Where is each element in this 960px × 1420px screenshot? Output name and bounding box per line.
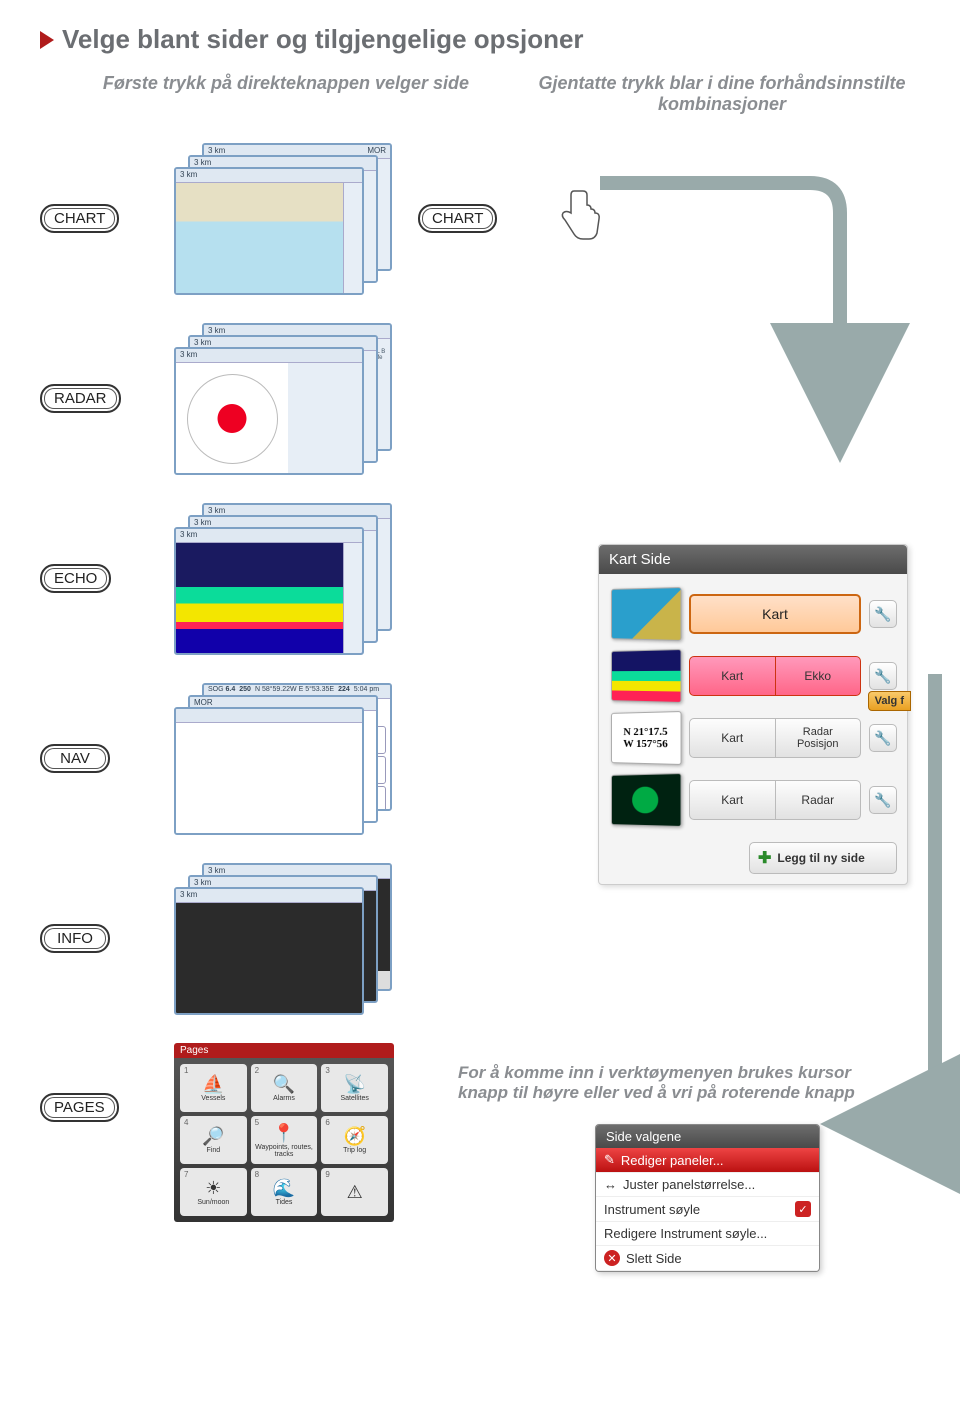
pages-btn-sun-moon[interactable]: 7☀Sun/moon	[180, 1168, 247, 1216]
pages-btn-warn[interactable]: 9⚠	[321, 1168, 388, 1216]
thumb-echo: 3 km21.7 200kHz 3 km 3 km	[174, 503, 394, 653]
row-echo: ECHO 3 km21.7 200kHz 3 km 3 km	[40, 503, 920, 653]
pages-btn-vessels[interactable]: 1⛵Vessels	[180, 1064, 247, 1112]
thumb-info: 3 km --- 21.1 10:15 am 3 km 3 km	[174, 863, 394, 1013]
hand-icon	[552, 183, 602, 253]
pages-btn-tides[interactable]: 8🌊Tides	[251, 1168, 318, 1216]
ctx-item-slett[interactable]: ✕Slett Side	[596, 1246, 819, 1271]
key-echo[interactable]: ECHO	[40, 564, 111, 593]
subtitle-left: Første trykk på direkteknappen velger si…	[88, 73, 484, 115]
row-pages: PAGES Pages 1⛵Vessels2🔍Alarms3📡Satellite…	[40, 1043, 920, 1222]
pages-btn-alarms[interactable]: 2🔍Alarms	[251, 1064, 318, 1112]
thumb-radar: 3 kmVESSEL A safe CPA - nm TCA SAA/VESSE…	[174, 323, 394, 473]
row-nav: NAV SOG 6.4 250 N 58°59.22W E 5°53.35E 2…	[40, 683, 920, 833]
key-nav[interactable]: NAV	[40, 744, 110, 773]
x-icon: ✕	[604, 1250, 620, 1266]
key-radar[interactable]: RADAR	[40, 384, 121, 413]
title-arrow-icon	[40, 31, 54, 49]
subtitles: Første trykk på direkteknappen velger si…	[40, 73, 920, 115]
thumb-chart: 3 km MOR 3 km 3 km	[174, 143, 394, 293]
thumb-nav: SOG 6.4 250 N 58°59.22W E 5°53.35E 224 5…	[174, 683, 394, 833]
pages-btn-trip-log[interactable]: 6🧭Trip log	[321, 1116, 388, 1164]
key-chart-press[interactable]: CHART	[418, 204, 497, 233]
title-text: Velge blant sider og tilgjengelige opsjo…	[62, 24, 584, 55]
ctx-item-redigere-instrument[interactable]: Redigere Instrument søyle...	[596, 1222, 819, 1246]
pages-grid: Pages 1⛵Vessels2🔍Alarms3📡Satellites 4🔎Fin…	[174, 1043, 394, 1222]
subtitle-right: Gjentatte trykk blar i dine forhåndsinns…	[524, 73, 920, 115]
row-radar: RADAR 3 kmVESSEL A safe CPA - nm TCA SAA…	[40, 323, 920, 473]
key-pages[interactable]: PAGES	[40, 1093, 119, 1122]
pages-btn-satellites[interactable]: 3📡Satellites	[321, 1064, 388, 1112]
row-chart: CHART 3 km MOR 3 km 3 km CHART	[40, 143, 920, 293]
bottom-caption: For å komme inn i verktøymenyen brukes k…	[458, 1063, 888, 1103]
pages-btn-find[interactable]: 4🔎Find	[180, 1116, 247, 1164]
page-title: Velge blant sider og tilgjengelige opsjo…	[40, 24, 920, 55]
pages-btn-waypoints-routes-tracks[interactable]: 5📍Waypoints, routes, tracks	[251, 1116, 318, 1164]
pages-header: Pages	[174, 1043, 394, 1058]
key-info[interactable]: INFO	[40, 924, 110, 953]
row-info: INFO 3 km --- 21.1 10:15 am 3 km 3 km	[40, 863, 920, 1013]
key-chart[interactable]: CHART	[40, 204, 119, 233]
